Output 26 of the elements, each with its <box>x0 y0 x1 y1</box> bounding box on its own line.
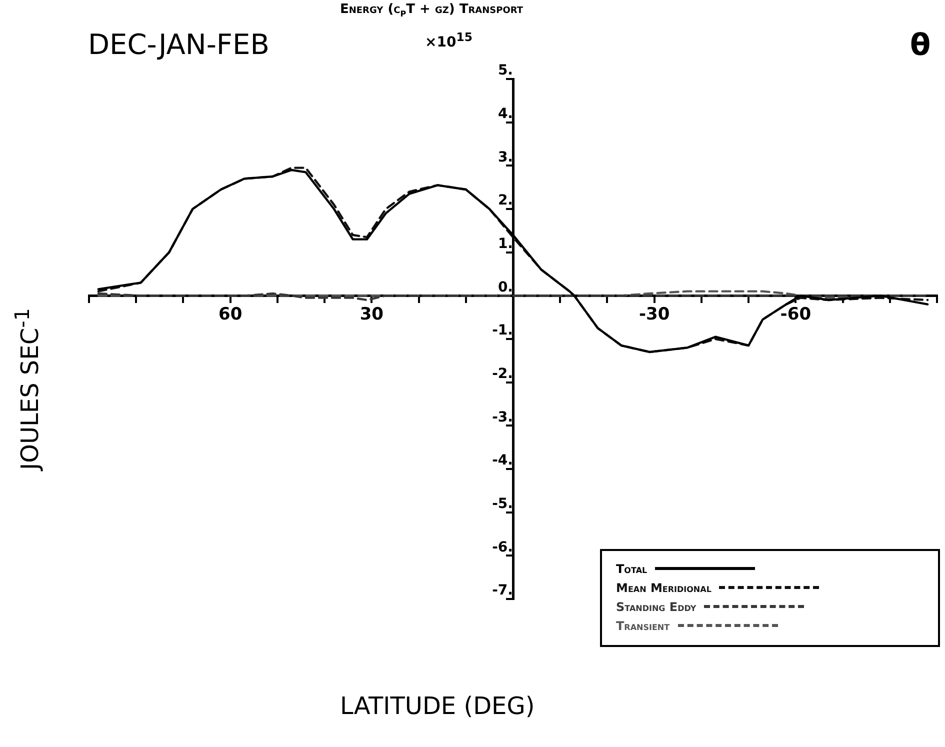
x-tick-label: -60 <box>780 304 812 324</box>
x-tick-label: 30 <box>360 304 384 324</box>
y-tick-label: -7. <box>492 582 513 599</box>
y-tick-label: -2. <box>492 366 513 382</box>
text: Total <box>616 562 648 576</box>
y-tick-label: -6. <box>492 539 513 556</box>
text: Mean Meridional <box>616 580 712 594</box>
x-tick-label: -30 <box>638 304 670 324</box>
text: θ <box>910 28 931 63</box>
chart-title: Energy (c$_{p}$T + gz) Transport <box>340 2 524 20</box>
y-tick-label: 4. <box>498 106 513 122</box>
text: ×10$^{15}$ <box>425 30 472 51</box>
y-tick-label: 0. <box>498 279 513 296</box>
y-tick-label: 3. <box>498 149 513 166</box>
y-tick-label: 1. <box>498 236 513 252</box>
y-tick-label: -1. <box>492 322 513 339</box>
y-tick-label: -5. <box>492 496 513 512</box>
x-tick-label: 60 <box>218 304 242 324</box>
chart-subtitle: DEC-JAN-FEB <box>88 28 270 61</box>
y-tick-label: -3. <box>492 409 513 426</box>
y-tick-label: 2. <box>498 192 513 209</box>
text: Standing Eddy <box>616 600 696 614</box>
text: Transient <box>616 618 670 632</box>
x-axis-title: LATITUDE (DEG) <box>340 692 536 720</box>
y-tick-label: -4. <box>492 452 513 469</box>
y-tick-label: 5. <box>498 62 513 79</box>
